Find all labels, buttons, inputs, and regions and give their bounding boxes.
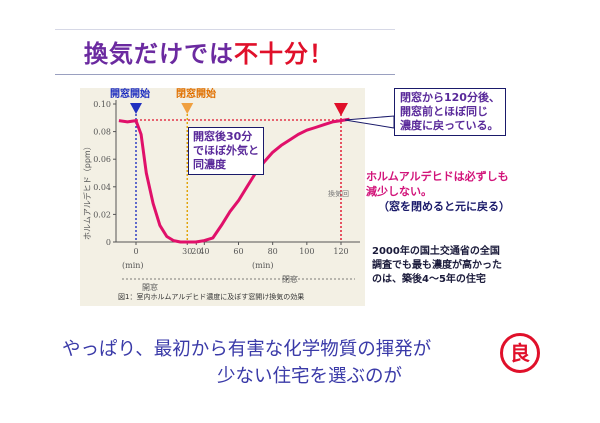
y-tick-label: 0.02 xyxy=(93,210,111,219)
title-emphasis: 不十分！ xyxy=(234,40,334,68)
note-after30-line-1: 開窓後30分 xyxy=(193,130,253,143)
good-badge-icon: 良 xyxy=(500,333,540,373)
x-tick-label: 60 xyxy=(233,247,243,256)
x-tick-label: 100 xyxy=(299,247,314,256)
title-rule xyxy=(55,74,395,75)
survey-note-line-3: のは、築後4～5年の住宅 xyxy=(372,274,486,285)
chart-series xyxy=(118,117,350,244)
x-tick-label: 120 xyxy=(333,247,348,256)
x-tick-label: 80 xyxy=(268,247,278,256)
note-right-connector xyxy=(344,115,395,129)
y-tick-label: 0.04 xyxy=(93,183,111,192)
page-title: 換気だけでは不十分！ xyxy=(84,34,334,69)
formaldehyde-series-line xyxy=(118,117,350,244)
x-tick-label: 30 xyxy=(182,247,192,256)
formaldehyde-note: ホルムアルデヒドは必ずしも 減少しない。 （窓を閉めると元に戻る） xyxy=(366,169,510,214)
x-axis-label-left: (min) xyxy=(122,261,144,270)
segment-closed-label: 閉窓 xyxy=(282,274,298,284)
conclusion-line-1: やっぱり、最初から有害な化学物質の揮発が xyxy=(62,339,432,360)
chart-guides xyxy=(130,103,348,242)
note-after30-line-2: でほぼ外気と xyxy=(193,144,259,157)
note-after-120min: 閉窓から120分後、 開窓前とほぼ同じ 濃度に戻っている。 xyxy=(394,88,506,136)
close-start-label: 閉窓開始 xyxy=(176,87,216,100)
x-tick-label: 0 xyxy=(133,247,138,256)
x-tick-label: 20 xyxy=(191,247,201,256)
survey-note-line-1: 2000年の国土交通省の全国 xyxy=(372,246,500,257)
y-tick-label: 0.08 xyxy=(93,128,111,137)
chart-panel xyxy=(80,88,365,306)
stray-mark-label: 換気回 xyxy=(328,189,349,198)
y-tick-label: 0.10 xyxy=(93,100,111,109)
note-after120-line-2: 開窓前とほぼ同じ xyxy=(400,105,488,118)
note-after120-line-3: 濃度に戻っている。 xyxy=(400,119,499,132)
point-120-marker-icon xyxy=(334,103,348,116)
x-tick-label: 40 xyxy=(199,247,209,256)
segment-open-label: 開窓 xyxy=(142,282,158,292)
y-axis-label: ホルムアルデヒド（ppm） xyxy=(82,142,92,240)
survey-note: 2000年の国土交通省の全国 調査でも最も濃度が高かった のは、築後4～5年の住… xyxy=(372,245,502,287)
chart-caption: 図1：室内ホルムアルデヒド濃度に及ぼす窓開け換気の効果 xyxy=(118,293,305,301)
open-start-label: 開窓開始 xyxy=(110,87,150,100)
note-after-30min: 開窓後30分 でほぼ外気と 同濃度 xyxy=(188,127,264,175)
formaldehyde-note-paren: （窓を閉めると元に戻る） xyxy=(378,200,510,213)
note-after30-line-3: 同濃度 xyxy=(193,158,226,171)
title-top-rule xyxy=(55,29,395,30)
title-main: 換気だけでは xyxy=(84,40,234,68)
survey-note-line-2: 調査でも最も濃度が高かった xyxy=(372,260,502,271)
conclusion-line-2: 少ない住宅を選ぶのが xyxy=(217,366,403,387)
y-tick-label: 0 xyxy=(106,238,111,247)
note-after120-line-1: 閉窓から120分後、 xyxy=(400,91,500,104)
formaldehyde-note-line-2: 減少しない。 xyxy=(366,185,432,198)
x-axis-label-right: (min) xyxy=(252,261,274,270)
close-start-marker-icon xyxy=(181,103,194,114)
formaldehyde-note-line-1: ホルムアルデヒドは必ずしも xyxy=(366,170,509,183)
y-tick-label: 0.06 xyxy=(93,155,111,164)
open-start-marker-icon xyxy=(130,103,142,114)
